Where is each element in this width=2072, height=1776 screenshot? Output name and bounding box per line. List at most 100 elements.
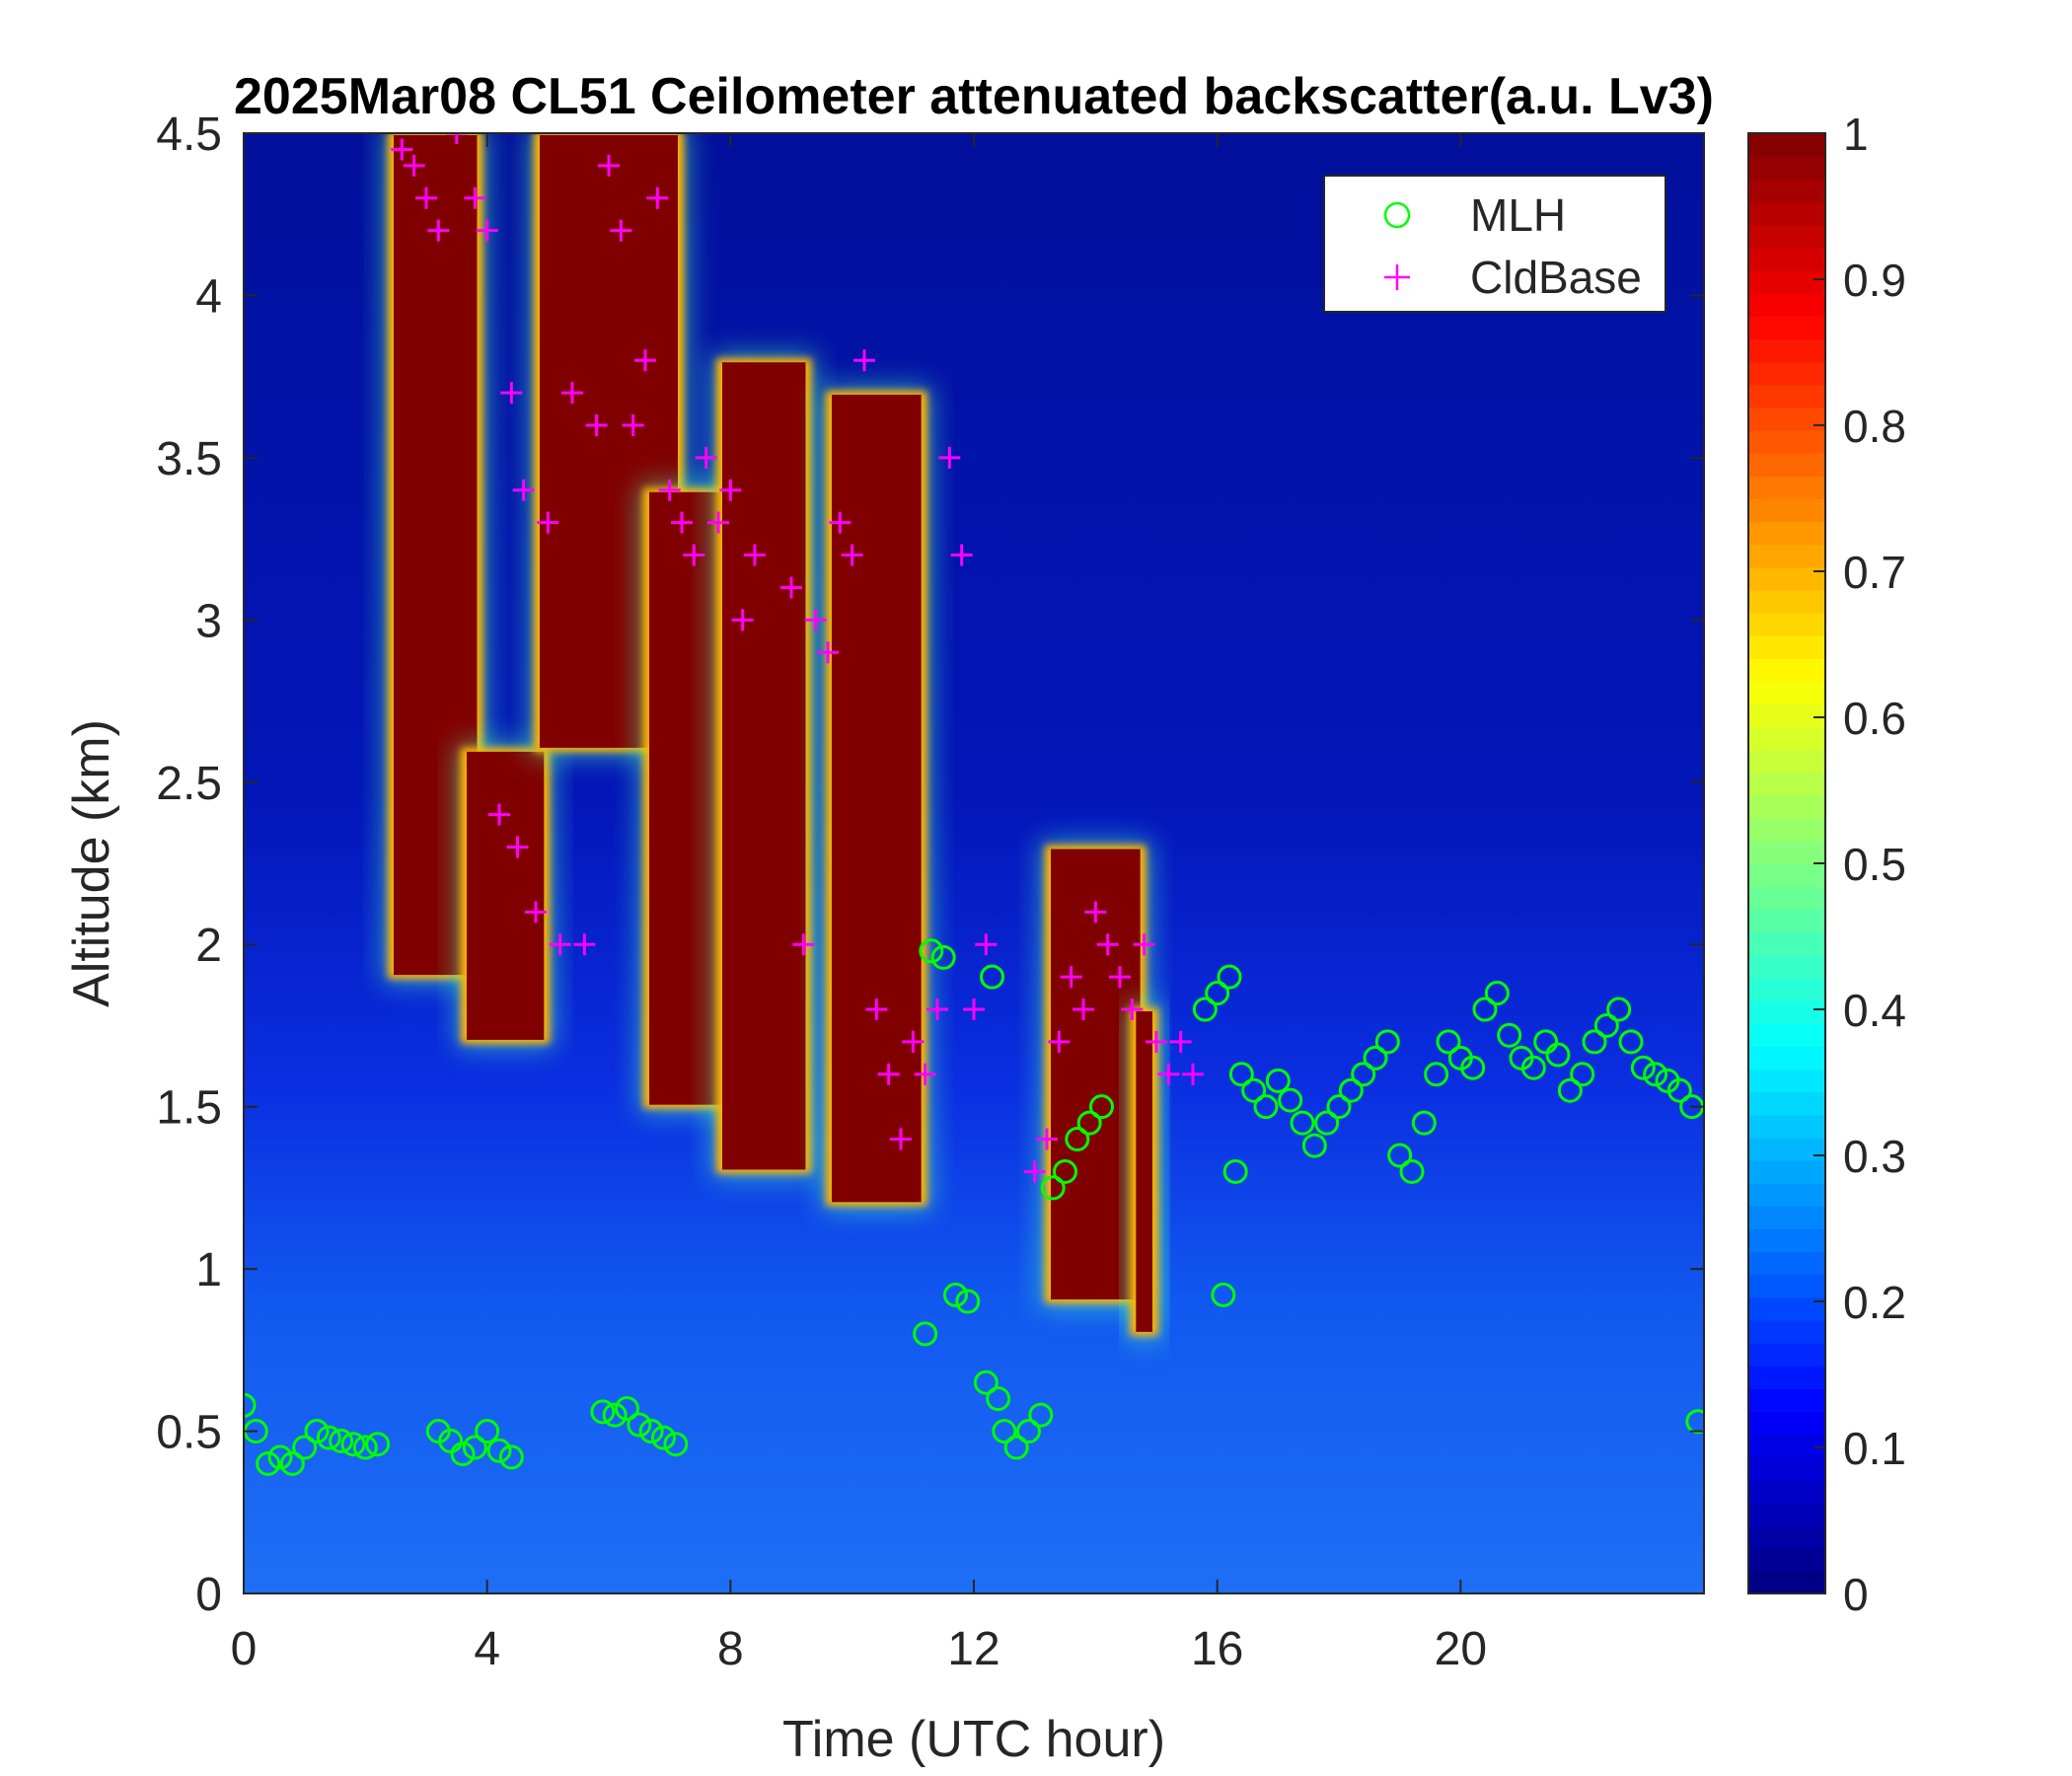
y-tick-label: 1.5 bbox=[156, 1082, 222, 1135]
colorbar-step bbox=[1748, 521, 1825, 546]
x-tick-label: 8 bbox=[717, 1623, 744, 1675]
y-tick-label: 3.5 bbox=[156, 433, 222, 485]
cldbase-point bbox=[512, 479, 535, 501]
mlh-point bbox=[1016, 1419, 1041, 1444]
mlh-point bbox=[1570, 1062, 1595, 1087]
cldbase-point bbox=[415, 186, 437, 209]
mlh-point bbox=[930, 944, 956, 970]
x-tick-label: 0 bbox=[231, 1623, 258, 1675]
y-tick-label: 2.5 bbox=[156, 758, 222, 810]
colorbar-step bbox=[1748, 407, 1825, 431]
mlh-point bbox=[590, 1399, 616, 1425]
cldbase-point bbox=[890, 1128, 912, 1150]
colorbar-step bbox=[1748, 475, 1825, 499]
mlh-point bbox=[1363, 1045, 1388, 1071]
colorbar-step bbox=[1748, 886, 1825, 911]
colorbar-step bbox=[1748, 1296, 1825, 1321]
cldbase-point bbox=[707, 511, 729, 534]
colorbar-step bbox=[1748, 681, 1825, 705]
cldbase-point bbox=[841, 544, 863, 566]
mlh-point bbox=[1618, 1029, 1644, 1055]
x-tick-label: 12 bbox=[947, 1623, 999, 1675]
mlh-point bbox=[1606, 997, 1632, 1022]
colorbar-step bbox=[1748, 224, 1825, 249]
colorbar-step bbox=[1748, 1091, 1825, 1116]
mlh-point bbox=[1290, 1110, 1315, 1136]
x-axis-label: Time (UTC hour) bbox=[782, 1711, 1165, 1768]
cldbase-point bbox=[1060, 966, 1082, 989]
series-cldbase bbox=[391, 133, 1204, 1183]
colorbar-step bbox=[1748, 269, 1825, 294]
cldbase-point bbox=[853, 349, 875, 372]
colorbar-step bbox=[1748, 1182, 1825, 1207]
mlh-point bbox=[1472, 997, 1498, 1022]
cldbase-point bbox=[506, 836, 529, 858]
mlh-point bbox=[651, 1425, 676, 1450]
cldbase-point bbox=[445, 133, 468, 144]
cldbase-point bbox=[938, 446, 961, 469]
cldbase-point bbox=[926, 999, 948, 1020]
mlh-point bbox=[340, 1432, 366, 1457]
colorbar-step bbox=[1748, 1069, 1825, 1093]
colorbar-step bbox=[1748, 1251, 1825, 1276]
colorbar-tick-label: 0.8 bbox=[1843, 401, 1906, 452]
colorbar-step bbox=[1748, 1319, 1825, 1344]
colorbar-step bbox=[1748, 1524, 1825, 1549]
mlh-point bbox=[1484, 981, 1510, 1006]
colorbar-step bbox=[1748, 1570, 1825, 1594]
legend-label: MLH bbox=[1470, 189, 1566, 241]
mlh-point bbox=[919, 938, 944, 964]
colorbar-step bbox=[1748, 544, 1825, 568]
mlh-point bbox=[1076, 1110, 1102, 1136]
colorbar-tick-label: 0.3 bbox=[1843, 1131, 1906, 1182]
colorbar-step bbox=[1748, 384, 1825, 408]
cldbase-point bbox=[780, 576, 802, 599]
mlh-point bbox=[498, 1444, 524, 1470]
mlh-point bbox=[1301, 1133, 1327, 1158]
mlh-point bbox=[1217, 964, 1242, 990]
cldbase-point bbox=[792, 933, 815, 956]
y-tick-label: 3 bbox=[195, 595, 222, 647]
cldbase-point bbox=[573, 933, 596, 956]
mlh-point bbox=[1253, 1094, 1279, 1120]
cldbase-point bbox=[963, 999, 985, 1020]
colorbar-tick-label: 0.1 bbox=[1843, 1423, 1906, 1474]
colorbar: 0 0.1 0.2 0.3 0.4 0.5 0.6 0.7 0.8 0.9 1 bbox=[1747, 109, 1906, 1620]
series-mlh bbox=[244, 938, 1704, 1476]
colorbar-step bbox=[1748, 316, 1825, 340]
mlh-point bbox=[943, 1282, 968, 1307]
y-tick-label: 0 bbox=[195, 1569, 222, 1621]
colorbar-step bbox=[1748, 1479, 1825, 1504]
colorbar-tick-label: 0.5 bbox=[1843, 839, 1906, 890]
cldbase-point bbox=[1157, 1063, 1180, 1085]
backscatter-cell bbox=[1126, 1003, 1162, 1340]
cldbase-point bbox=[525, 901, 547, 924]
colorbar-step bbox=[1748, 772, 1825, 796]
colorbar-step bbox=[1748, 338, 1825, 363]
mlh-point bbox=[1265, 1068, 1291, 1093]
colorbar-step bbox=[1748, 1365, 1825, 1389]
mlh-point bbox=[1593, 1012, 1619, 1038]
cldbase-point bbox=[731, 609, 754, 631]
x-axis: 0 4 8 12 16 20 bbox=[231, 133, 1487, 1675]
mlh-point bbox=[1222, 1158, 1248, 1184]
cldbase-point bbox=[1182, 1063, 1204, 1085]
colorbar-step bbox=[1748, 840, 1825, 864]
colorbar-step bbox=[1748, 999, 1825, 1024]
cldbase-point bbox=[585, 414, 608, 436]
colorbar-step bbox=[1748, 498, 1825, 523]
y-axis: 0 0.5 1 1.5 2 2.5 3 3.5 4 4.5 bbox=[156, 109, 1704, 1621]
colorbar-step bbox=[1748, 931, 1825, 956]
mlh-point bbox=[267, 1444, 293, 1470]
mlh-point bbox=[1192, 997, 1218, 1022]
cldbase-point bbox=[427, 219, 450, 242]
colorbar-step bbox=[1748, 954, 1825, 979]
backscatter-cell bbox=[384, 133, 487, 984]
colorbar-step bbox=[1748, 429, 1825, 454]
colorbar-step bbox=[1748, 247, 1825, 271]
mlh-point bbox=[486, 1438, 512, 1463]
mlh-point bbox=[475, 1419, 500, 1444]
legend-marker-mlh bbox=[1383, 201, 1411, 229]
mlh-point bbox=[1228, 1062, 1254, 1087]
mlh-point bbox=[602, 1402, 628, 1428]
